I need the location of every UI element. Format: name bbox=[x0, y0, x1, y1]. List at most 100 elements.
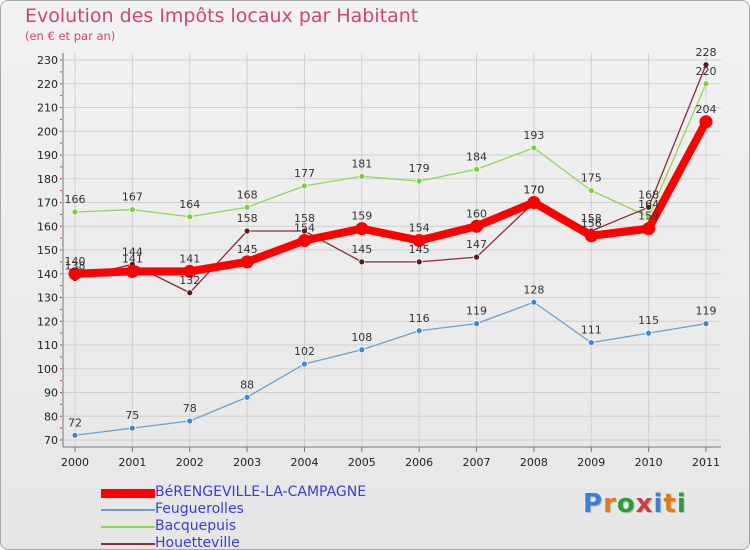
legend-label: Feuguerolles bbox=[155, 501, 244, 517]
legend-label: Houetteville bbox=[155, 535, 240, 550]
series-2-data-label: 168 bbox=[237, 188, 258, 201]
legend-label: BéRENGEVILLE-LA-CAMPAGNE bbox=[155, 484, 367, 500]
logo-letter: o bbox=[616, 489, 636, 519]
series-1-point bbox=[301, 360, 308, 368]
logo-letter: r bbox=[603, 489, 617, 519]
series-0-line bbox=[71, 117, 710, 278]
y-tick-label: 210 bbox=[37, 102, 58, 115]
series-1-data-label: 108 bbox=[351, 331, 372, 344]
y-tick-label: 150 bbox=[37, 244, 58, 257]
series-0-point bbox=[240, 255, 254, 269]
series-3-data-label: 147 bbox=[466, 238, 487, 251]
series-1-point bbox=[702, 320, 710, 328]
x-tick-label: 2010 bbox=[635, 456, 663, 469]
series-2-data-label: 164 bbox=[179, 198, 200, 211]
series-0-point bbox=[584, 229, 598, 243]
series-0-point bbox=[355, 222, 369, 236]
y-tick-label: 220 bbox=[37, 78, 58, 91]
series-0-data-label: 170 bbox=[523, 184, 544, 197]
series-3-data-label: 170 bbox=[523, 184, 544, 197]
series-2-data-label: 181 bbox=[351, 157, 372, 170]
series-3-point bbox=[415, 258, 423, 266]
series-2-data-label: 167 bbox=[122, 191, 143, 204]
series-0-point bbox=[68, 267, 82, 281]
series-1-data-label: 115 bbox=[638, 314, 659, 327]
x-tick-label: 2006 bbox=[405, 456, 433, 469]
series-1-point bbox=[415, 327, 423, 335]
series-0-data-label: 141 bbox=[179, 252, 200, 265]
series-0-data-label: 154 bbox=[294, 222, 315, 235]
series-3-data-label: 168 bbox=[638, 188, 659, 201]
series-2-point bbox=[243, 203, 251, 211]
y-tick-label: 130 bbox=[37, 292, 58, 305]
series-3-point bbox=[358, 258, 366, 266]
series-1-line bbox=[74, 301, 707, 436]
y-tick-label: 190 bbox=[37, 149, 58, 162]
y-tick-label: 140 bbox=[37, 268, 58, 281]
legend-swatch bbox=[101, 543, 155, 545]
series-2-point bbox=[415, 177, 423, 185]
logo-letter: i bbox=[676, 489, 687, 519]
series-0-data-label: 204 bbox=[696, 103, 717, 116]
legend-swatch bbox=[101, 488, 155, 498]
x-tick-label: 2001 bbox=[118, 456, 146, 469]
y-tick-label: 120 bbox=[37, 315, 58, 328]
series-1-data-label: 88 bbox=[240, 378, 254, 391]
axes: 7080901001101201301401501601701801902002… bbox=[37, 53, 721, 469]
logo-letter: i bbox=[653, 489, 664, 519]
series-3-point bbox=[186, 289, 194, 297]
series-3-data-label: 158 bbox=[294, 212, 315, 225]
series-0-point bbox=[297, 234, 311, 247]
series-3-data-label: 144 bbox=[122, 245, 143, 258]
logo-letter: t bbox=[663, 489, 677, 519]
series-3-data-label: 145 bbox=[409, 243, 430, 256]
series-1-data-label: 102 bbox=[294, 345, 315, 358]
chart-subtitle: (en € et par an) bbox=[25, 29, 116, 43]
y-tick-label: 70 bbox=[44, 434, 58, 447]
series-3-data-label: 145 bbox=[351, 243, 372, 256]
series-1-point bbox=[128, 424, 136, 432]
series-1-data-label: 119 bbox=[466, 305, 487, 318]
logo-letter: P bbox=[583, 489, 604, 519]
series-3-line bbox=[74, 64, 707, 294]
series-0-data-label: 159 bbox=[638, 210, 659, 223]
series-0-point bbox=[642, 222, 656, 236]
series-0-point bbox=[412, 234, 426, 247]
series-2-point bbox=[702, 80, 710, 88]
series-3-data-label: 132 bbox=[179, 274, 200, 287]
series-1-data-label: 78 bbox=[183, 402, 197, 415]
series-0-data-label: 154 bbox=[409, 222, 430, 235]
series-2-point bbox=[358, 172, 366, 180]
x-tick-label: 2005 bbox=[348, 456, 376, 469]
series-1-point bbox=[530, 298, 538, 306]
series-3-data-label: 138 bbox=[65, 260, 86, 273]
series-1-data-label: 75 bbox=[125, 409, 139, 422]
series-0-data-label: 141 bbox=[122, 252, 143, 265]
chart-title: Evolution des Impôts locaux par Habitant bbox=[25, 5, 419, 27]
series-0-data-label: 140 bbox=[65, 255, 86, 268]
series-0-point bbox=[699, 115, 713, 129]
series-2-data-label: 175 bbox=[581, 172, 602, 185]
series-1-point bbox=[71, 431, 79, 439]
proxiti-logo: Proxiti bbox=[583, 489, 687, 519]
grid bbox=[63, 53, 721, 447]
y-tick-label: 100 bbox=[37, 363, 58, 376]
series-2-point bbox=[71, 208, 79, 216]
series-3-point bbox=[243, 227, 251, 235]
y-tick-label: 160 bbox=[37, 220, 58, 233]
y-tick-label: 80 bbox=[44, 410, 58, 423]
series-1-point bbox=[358, 346, 366, 354]
x-tick-label: 2011 bbox=[692, 456, 720, 469]
series-0-point bbox=[527, 196, 541, 209]
series-2-data-label: 177 bbox=[294, 167, 315, 180]
y-tick-label: 90 bbox=[44, 387, 58, 400]
series-0-point bbox=[470, 219, 484, 233]
y-tick-label: 230 bbox=[37, 54, 58, 67]
series-2-data-label: 193 bbox=[523, 129, 544, 142]
series-0-point bbox=[125, 264, 139, 278]
series-1-data-label: 119 bbox=[696, 305, 717, 318]
series-1-point bbox=[473, 320, 480, 328]
y-tick-label: 170 bbox=[37, 197, 58, 210]
